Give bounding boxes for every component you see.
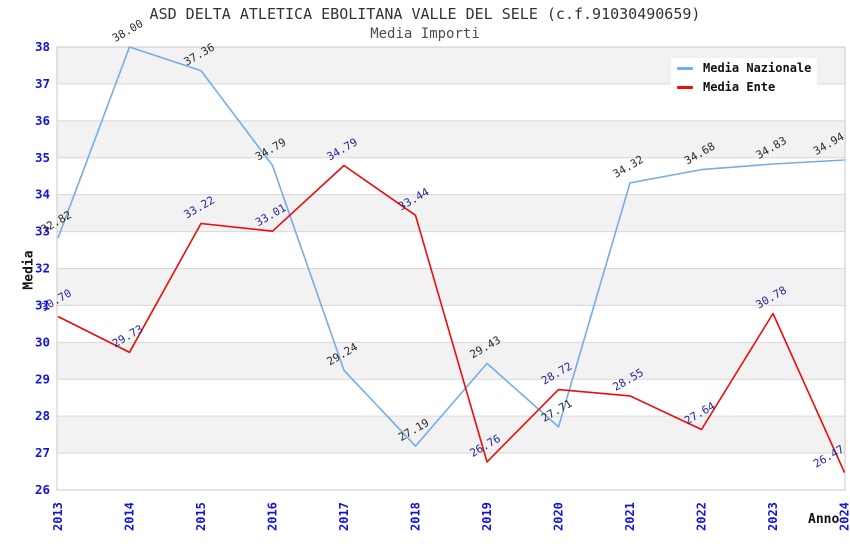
y-tick-label: 33 — [35, 224, 50, 239]
grid-band — [57, 416, 845, 454]
y-tick-label: 26 — [35, 482, 50, 497]
y-tick-label: 30 — [35, 334, 50, 349]
y-tick-label: 35 — [35, 150, 50, 165]
y-axis-title: Media — [21, 250, 37, 290]
plot-border — [56, 46, 846, 491]
x-tick-label: 2020 — [552, 502, 566, 531]
y-tick-label: 31 — [35, 297, 50, 312]
legend-line-icon-nazionale — [677, 66, 693, 70]
x-tick-label: 2013 — [51, 502, 65, 531]
x-axis-title: Anno — [808, 512, 840, 527]
legend: Media Nazionale Media Ente — [671, 58, 818, 99]
legend-line-icon-ente — [677, 85, 693, 89]
x-tick-label: 2015 — [194, 502, 208, 531]
x-tick-label: 2018 — [409, 502, 423, 531]
data-label-0: 38.00 — [110, 17, 145, 45]
x-tick-label: 2017 — [337, 502, 351, 531]
y-tick-label: 32 — [35, 261, 50, 276]
grid-band — [57, 342, 845, 380]
chart-title: ASD DELTA ATLETICA EBOLITANA VALLE DEL S… — [149, 5, 701, 23]
y-tick-label: 29 — [35, 371, 50, 386]
y-tick-label: 36 — [35, 113, 50, 128]
series-line-0 — [57, 46, 845, 447]
grid-band — [57, 194, 845, 232]
y-tick-label: 37 — [35, 76, 50, 91]
chart-subtitle: Media Importi — [370, 26, 480, 42]
legend-item-media-nazionale[interactable]: Media Nazionale — [677, 61, 811, 75]
y-tick-label: 28 — [35, 408, 50, 423]
legend-label: Media Nazionale — [703, 61, 812, 75]
x-tick-label: 2022 — [695, 502, 709, 531]
legend-label: Media Ente — [703, 80, 776, 94]
data-label-1: 30.70 — [39, 287, 74, 315]
y-tick-label: 34 — [35, 187, 50, 202]
series-line-1 — [57, 164, 846, 473]
x-tick-label: 2014 — [123, 502, 137, 531]
x-tick-label: 2016 — [266, 502, 280, 531]
x-tick-label: 2024 — [838, 502, 850, 531]
x-tick-label: 2023 — [766, 502, 780, 531]
y-tick-label: 27 — [35, 445, 50, 460]
legend-item-media-ente[interactable]: Media Ente — [677, 80, 811, 94]
x-tick-label: 2021 — [623, 502, 637, 531]
x-tick-label: 2019 — [480, 502, 494, 531]
grid-band — [57, 268, 845, 306]
grid-band — [57, 120, 845, 158]
y-tick-label: 38 — [35, 39, 50, 54]
